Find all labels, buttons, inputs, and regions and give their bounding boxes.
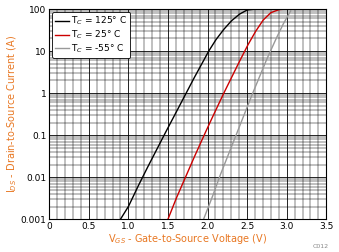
X-axis label: V$_{GS}$ - Gate-to-Source Voltage (V): V$_{GS}$ - Gate-to-Source Voltage (V) [108,232,267,246]
Legend: T$_C$ = 125° C, T$_C$ = 25° C, T$_C$ = -55° C: T$_C$ = 125° C, T$_C$ = 25° C, T$_C$ = -… [52,12,131,58]
Text: C012: C012 [313,244,329,249]
Y-axis label: I$_{DS}$ - Drain-to-Source Current (A): I$_{DS}$ - Drain-to-Source Current (A) [5,35,19,193]
